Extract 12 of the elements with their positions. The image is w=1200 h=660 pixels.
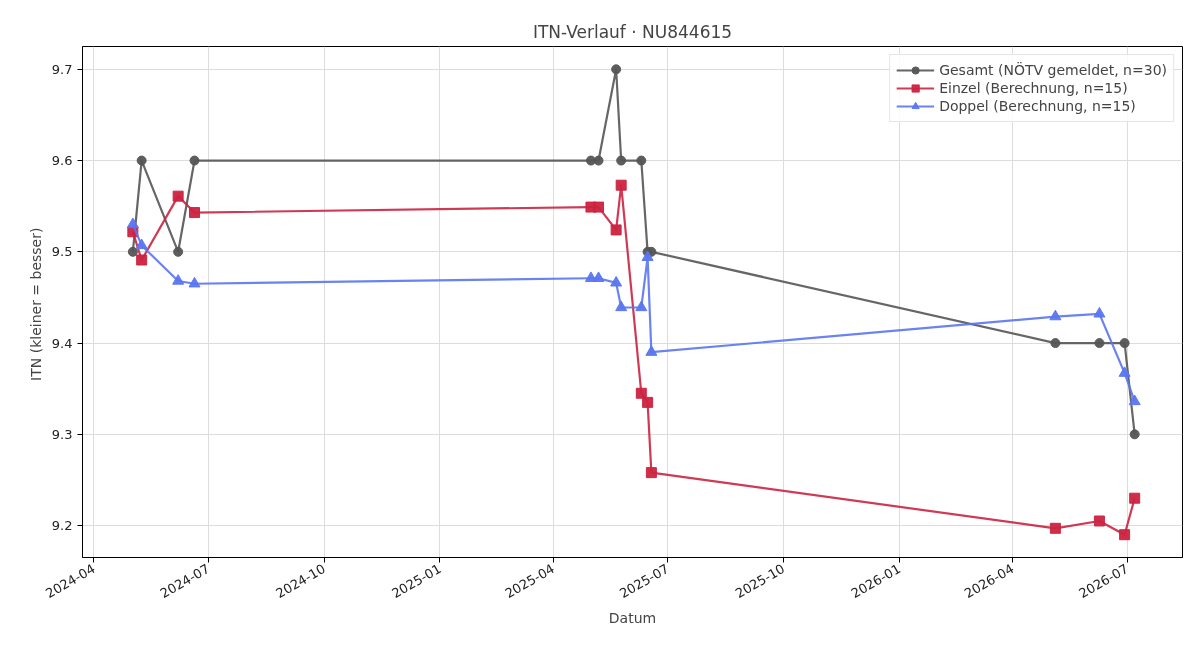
legend-label: Einzel (Berechnung, n=15) <box>939 79 1128 97</box>
y-tick-label: 9.4 <box>51 335 73 351</box>
x-axis-title: Datum <box>608 610 657 627</box>
y-tick-label: 9.5 <box>51 244 73 260</box>
y-tick-label: 9.6 <box>51 153 73 169</box>
y-tick-label: 9.3 <box>51 426 73 442</box>
y-axis-title: ITN (kleiner = besser) <box>27 227 44 381</box>
legend-label: Gesamt (NÖTV gemeldet, n=30) <box>939 61 1167 79</box>
y-tick-label: 9.2 <box>51 518 73 534</box>
legend-label: Doppel (Berechnung, n=15) <box>939 97 1136 115</box>
y-tick-label: 9.7 <box>51 61 73 77</box>
chart-title: ITN-Verlauf · NU844615 <box>532 21 733 42</box>
